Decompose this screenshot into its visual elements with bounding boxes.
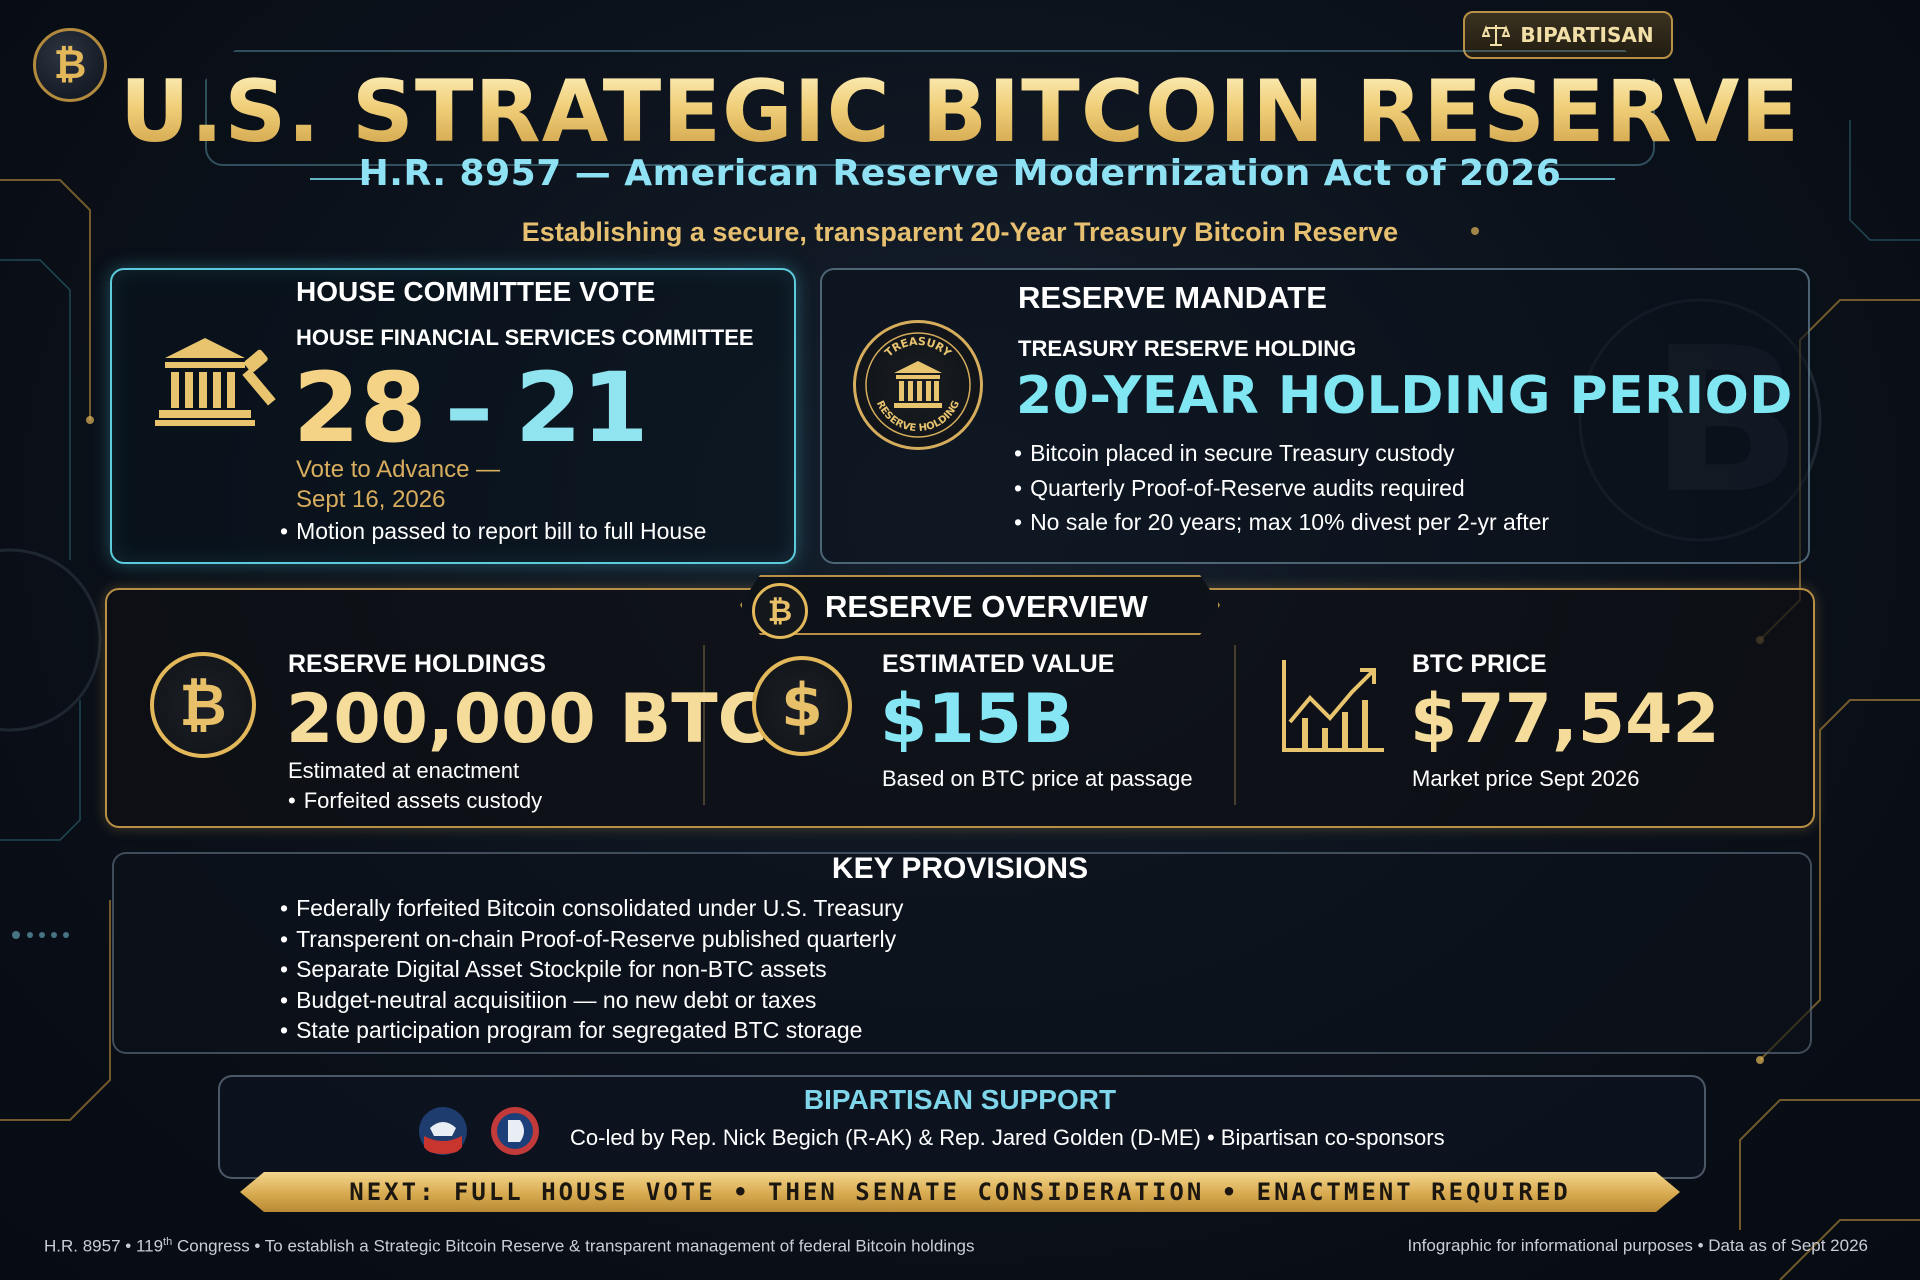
provisions-list: Federally forfeited Bitcoin consolidated… xyxy=(280,893,903,1046)
list-item: Federally forfeited Bitcoin consolidated… xyxy=(280,893,903,924)
divider xyxy=(1234,645,1236,805)
list-item: Transperent on-chain Proof-of-Reserve pu… xyxy=(280,924,903,955)
vote-date: Sept 16, 2026 xyxy=(296,486,446,513)
treasury-seal-icon: TREASURY RESERVE HOLDING xyxy=(853,320,983,450)
provisions-title: KEY PROVISIONS xyxy=(831,852,1089,885)
capitol-gavel-icon xyxy=(155,338,276,426)
vote-note: Motion passed to report bill to full Hou… xyxy=(280,518,706,545)
mandate-panel-title: RESERVE MANDATE xyxy=(1018,280,1327,315)
price-note: Market price Sept 2026 xyxy=(1412,766,1640,791)
tagline: Establishing a secure, transparent 20-Ye… xyxy=(521,217,1399,247)
footer-left-prefix: H.R. 8957 • 119 xyxy=(44,1236,164,1256)
footer-left-suffix: Congress • To establish a Strategic Bitc… xyxy=(172,1236,975,1256)
page-subtitle: H.R. 8957 — American Reserve Modernizati… xyxy=(358,153,1562,194)
value-note: Based on BTC price at passage xyxy=(882,766,1193,791)
subtitle-rule-left xyxy=(310,178,370,180)
list-item: State participation program for segregat… xyxy=(280,1015,903,1046)
bitcoin-coin-icon: ₿ xyxy=(33,28,107,102)
value-label: ESTIMATED VALUE xyxy=(882,650,1115,678)
price-label: BTC PRICE xyxy=(1412,650,1547,678)
mandate-bullets: Bitcoin placed in secure Treasury custod… xyxy=(1014,436,1549,540)
footer-left-sup: th xyxy=(163,1236,173,1248)
footer-left: H.R. 8957 • 119th Congress • To establis… xyxy=(44,1236,974,1257)
seal-artwork: TREASURY RESERVE HOLDING xyxy=(865,332,971,438)
overview-title: RESERVE OVERVIEW xyxy=(825,589,1148,624)
divider xyxy=(703,645,705,805)
value-amount: $15B xyxy=(880,680,1074,759)
title-frame xyxy=(205,50,1655,166)
list-item: Separate Digital Asset Stockpile for non… xyxy=(280,954,903,985)
holdings-note: Estimated at enactment xyxy=(288,758,520,783)
mandate-subtitle: TREASURY RESERVE HOLDING xyxy=(1018,336,1357,361)
support-text: Co-led by Rep. Nick Begich (R-AK) & Rep.… xyxy=(570,1125,1445,1150)
list-item: Bitcoin placed in secure Treasury custod… xyxy=(1014,436,1549,471)
footer-right: Infographic for informational purposes •… xyxy=(1407,1236,1868,1255)
support-title: BIPARTISAN SUPPORT xyxy=(803,1084,1117,1115)
holdings-value: 200,000 BTC xyxy=(286,680,768,759)
vote-advance-label: Vote to Advance — Sept 16, 2026 xyxy=(296,455,556,515)
holdings-label: RESERVE HOLDINGS xyxy=(288,650,546,678)
list-item: Quarterly Proof-of-Reserve audits requir… xyxy=(1014,471,1549,506)
badge-label: BIPARTISAN xyxy=(1520,23,1654,47)
overview-header-band xyxy=(740,575,1220,635)
subtitle-rule-right xyxy=(1555,178,1615,180)
scales-icon xyxy=(1482,25,1511,46)
vote-separator: – xyxy=(445,352,493,464)
vote-advance-text: Vote to Advance — xyxy=(296,456,501,483)
price-value: $77,542 xyxy=(1410,680,1720,759)
bipartisan-badge: BIPARTISAN xyxy=(1463,11,1673,59)
holding-period-headline: 20-YEAR HOLDING PERIOD xyxy=(1016,366,1793,426)
bitcoin-icon: ₿ xyxy=(752,583,808,639)
holdings-note-bullet: Forfeited assets custody xyxy=(288,788,542,814)
dollar-icon: $ xyxy=(752,656,852,756)
next-steps-ribbon: NEXT: FULL HOUSE VOTE • THEN SENATE CONS… xyxy=(240,1172,1680,1212)
democrat-donkey-icon xyxy=(491,1107,539,1155)
vote-yes-count: 28 xyxy=(293,352,427,464)
vote-panel-title: HOUSE COMMITTEE VOTE xyxy=(296,276,656,307)
chart-up-icon xyxy=(1282,660,1384,752)
vote-no-count: 21 xyxy=(515,352,649,464)
bitcoin-icon: ₿ xyxy=(150,652,256,758)
list-item: Budget-neutral acquisitiion — no new deb… xyxy=(280,985,903,1016)
list-item: No sale for 20 years; max 10% divest per… xyxy=(1014,505,1549,540)
page-title: U.S. STRATEGIC BITCOIN RESERVE xyxy=(0,62,1920,162)
republican-elephant-icon xyxy=(419,1107,467,1155)
committee-name: HOUSE FINANCIAL SERVICES COMMITTEE xyxy=(296,325,754,350)
